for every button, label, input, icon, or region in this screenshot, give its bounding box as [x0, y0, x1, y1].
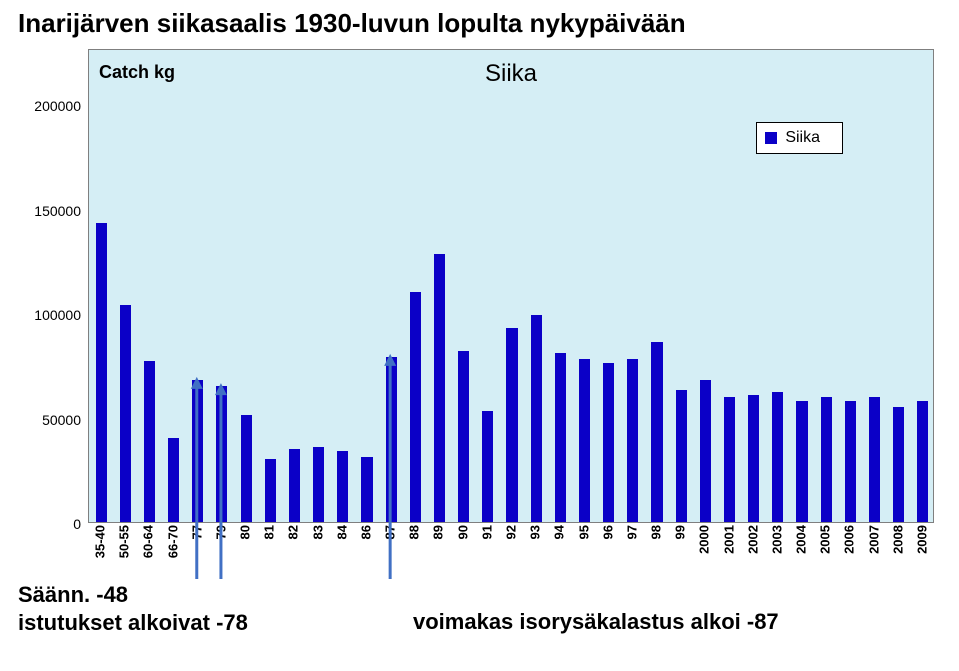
x-tick-label: 98 [649, 525, 664, 539]
x-tick-label: 83 [310, 525, 325, 539]
x-tick-label: 99 [673, 525, 688, 539]
annotation-left-line2: istutukset alkoivat -78 [18, 610, 248, 635]
x-tick-label: 81 [262, 525, 277, 539]
bar [627, 359, 638, 522]
bar [120, 305, 131, 522]
x-tick-label: 2006 [842, 525, 857, 554]
bar [748, 395, 759, 522]
x-tick-label: 2007 [866, 525, 881, 554]
x-tick-label: 84 [334, 525, 349, 539]
bar [917, 401, 928, 522]
x-tick-label: 96 [600, 525, 615, 539]
x-tick-label: 95 [576, 525, 591, 539]
bar [434, 254, 445, 522]
x-axis-labels: 35-40 50-55 60-64 66-70 77 79 80 81 82 83 84 86 87 88… [88, 525, 934, 583]
bar [676, 390, 687, 522]
bar [144, 361, 155, 522]
bar [168, 438, 179, 522]
x-tick-label: 2001 [721, 525, 736, 554]
bar [458, 351, 469, 522]
y-tick-label: 150000 [34, 203, 81, 219]
x-tick-label: 2002 [745, 525, 760, 554]
x-tick-label: 91 [479, 525, 494, 539]
y-tick-label: 50000 [42, 412, 81, 428]
x-tick-label: 82 [286, 525, 301, 539]
x-tick-label: 2009 [914, 525, 929, 554]
chart-plot-area: Catch kg Siika Siika 0500001000001500002… [88, 49, 934, 523]
bar [410, 292, 421, 522]
annotation-left: Säänn. -48 istutukset alkoivat -78 [18, 581, 248, 636]
bar [506, 328, 517, 522]
x-tick-label: 2008 [890, 525, 905, 554]
x-tick-label: 88 [407, 525, 422, 539]
x-tick-label: 79 [213, 525, 228, 539]
x-tick-label: 77 [189, 525, 204, 539]
bar [337, 451, 348, 522]
bar [651, 342, 662, 522]
x-tick-label: 2000 [697, 525, 712, 554]
x-tick-label: 93 [528, 525, 543, 539]
x-tick-label: 87 [383, 525, 398, 539]
annotation-right: voimakas isorysäkalastus alkoi -87 [413, 609, 779, 635]
bar [96, 223, 107, 522]
bar [821, 397, 832, 522]
bar [869, 397, 880, 522]
bar [772, 392, 783, 522]
x-tick-label: 60-64 [141, 525, 156, 558]
x-tick-label: 92 [504, 525, 519, 539]
bar [893, 407, 904, 522]
bar [555, 353, 566, 522]
y-tick-label: 0 [73, 516, 81, 532]
bar [845, 401, 856, 522]
bars-group [89, 106, 933, 522]
bar [724, 397, 735, 522]
x-tick-label: 2004 [794, 525, 809, 554]
bar [603, 363, 614, 522]
bar [796, 401, 807, 522]
bar [241, 415, 252, 522]
x-tick-label: 50-55 [117, 525, 132, 558]
x-tick-label: 89 [431, 525, 446, 539]
bar [579, 359, 590, 522]
bar [531, 315, 542, 522]
chart-title: Siika [89, 60, 933, 88]
x-tick-label: 80 [238, 525, 253, 539]
x-tick-label: 86 [358, 525, 373, 539]
y-tick-label: 100000 [34, 307, 81, 323]
x-tick-label: 35-40 [93, 525, 108, 558]
x-tick-label: 2003 [769, 525, 784, 554]
x-tick-label: 2005 [818, 525, 833, 554]
x-tick-label: 94 [552, 525, 567, 539]
page-title: Inarijärven siikasaalis 1930-luvun lopul… [0, 0, 959, 43]
x-tick-label: 90 [455, 525, 470, 539]
bar [265, 459, 276, 522]
bar [482, 411, 493, 522]
y-tick-label: 200000 [34, 98, 81, 114]
bar [289, 449, 300, 522]
bar [361, 457, 372, 522]
chart-container: Catch kg Siika Siika 0500001000001500002… [18, 43, 938, 583]
x-tick-label: 97 [624, 525, 639, 539]
annotation-left-line1: Säänn. -48 [18, 582, 128, 607]
bar [313, 447, 324, 522]
x-tick-label: 66-70 [165, 525, 180, 558]
bar [216, 386, 227, 522]
bar [386, 357, 397, 522]
bar [700, 380, 711, 522]
bar [192, 380, 203, 522]
